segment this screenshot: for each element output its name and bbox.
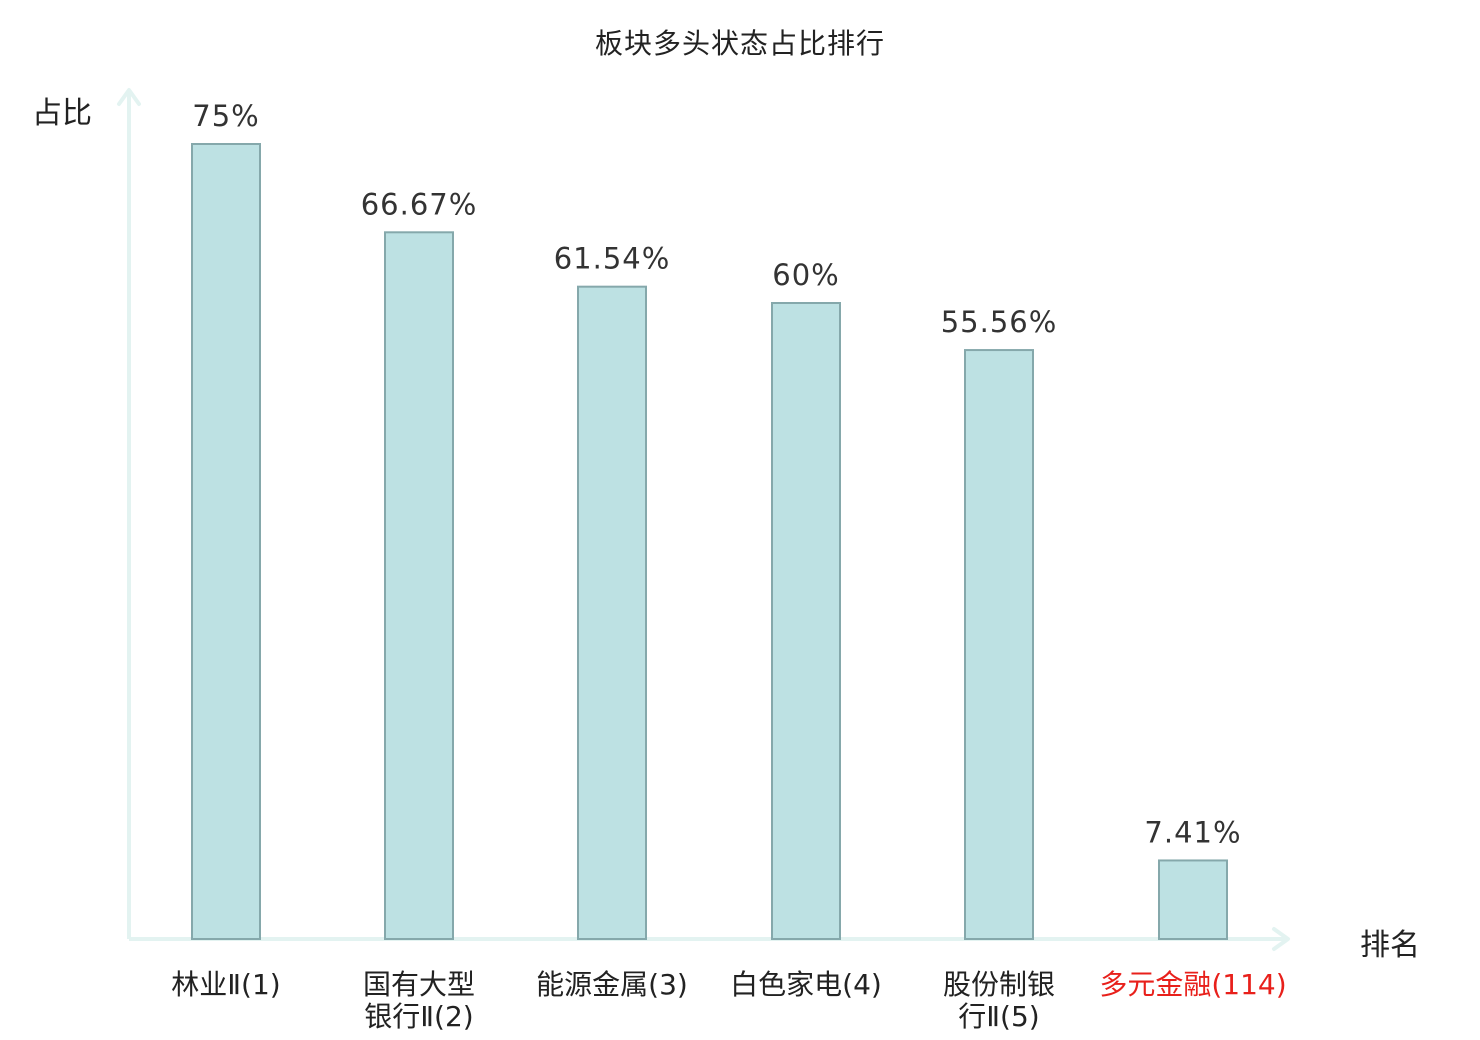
- bar: [577, 285, 647, 940]
- data-label: 60%: [772, 258, 839, 292]
- x-axis-arrow-icon: [1272, 927, 1290, 951]
- x-axis-label: 排名: [1360, 928, 1420, 963]
- data-label: 61.54%: [554, 242, 671, 276]
- x-tick-label: 能源金属(3): [536, 968, 688, 1001]
- chart-title: 板块多头状态占比排行: [594, 27, 885, 60]
- bar: [384, 231, 454, 941]
- x-tick-label: 国有大型: [363, 968, 475, 1001]
- data-label: 55.56%: [941, 305, 1058, 339]
- x-tick-label: 多元金融(114): [1099, 968, 1286, 1001]
- y-axis-arrow-icon: [117, 88, 141, 106]
- data-label: 75%: [192, 99, 259, 133]
- bar: [191, 143, 261, 940]
- data-label: 66.67%: [361, 187, 478, 221]
- y-axis-label: 占比: [32, 96, 92, 131]
- bar: [964, 349, 1034, 940]
- bar: [771, 302, 841, 940]
- data-label: 7.41%: [1144, 815, 1241, 849]
- x-tick-label: 白色家电(4): [730, 968, 882, 1001]
- x-tick-label: 股份制银: [943, 968, 1055, 1001]
- x-tick-label: 林业Ⅱ(1): [171, 968, 280, 1001]
- bar: [1158, 859, 1228, 940]
- x-tick-label: 银行Ⅱ(2): [364, 1000, 473, 1033]
- x-tick-label: 行Ⅱ(5): [958, 1000, 1039, 1033]
